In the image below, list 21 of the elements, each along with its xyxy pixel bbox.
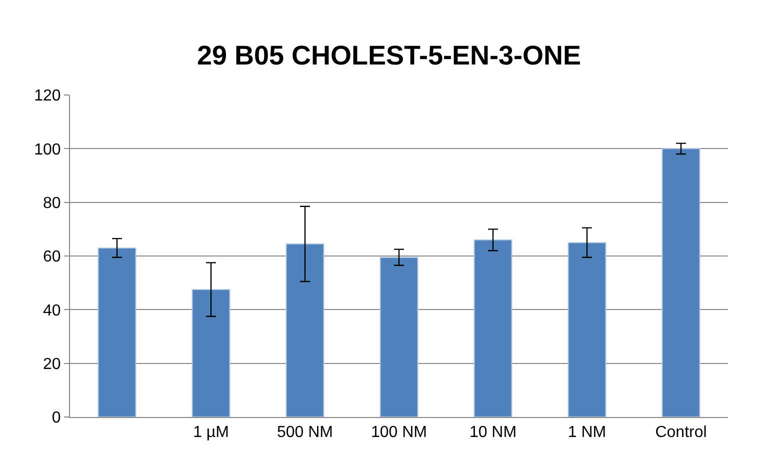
bar bbox=[98, 247, 136, 417]
bar bbox=[474, 239, 512, 417]
x-tick-label: 500 NM bbox=[276, 424, 334, 442]
x-tick-label: 1 µM bbox=[193, 424, 229, 442]
chart-title: 29 B05 CHOLEST-5-EN-3-ONE bbox=[196, 40, 582, 71]
x-tick-label: 100 NM bbox=[370, 424, 428, 442]
y-tick-label: 100 bbox=[34, 141, 61, 158]
bar bbox=[568, 242, 606, 417]
bar bbox=[192, 289, 230, 417]
x-tick-label: 1 NM bbox=[568, 424, 606, 442]
bar bbox=[286, 243, 324, 417]
bar bbox=[662, 148, 700, 417]
y-tick-label: 0 bbox=[52, 410, 61, 427]
y-tick-label: 80 bbox=[43, 194, 61, 212]
y-tick-label: 40 bbox=[43, 302, 61, 320]
bar bbox=[380, 256, 418, 417]
y-tick-label: 60 bbox=[43, 248, 61, 266]
x-tick-label: Control bbox=[655, 424, 707, 442]
x-tick-label: 10 NM bbox=[469, 424, 517, 442]
y-tick-label: 20 bbox=[43, 356, 61, 373]
y-tick-label: 120 bbox=[34, 88, 61, 105]
